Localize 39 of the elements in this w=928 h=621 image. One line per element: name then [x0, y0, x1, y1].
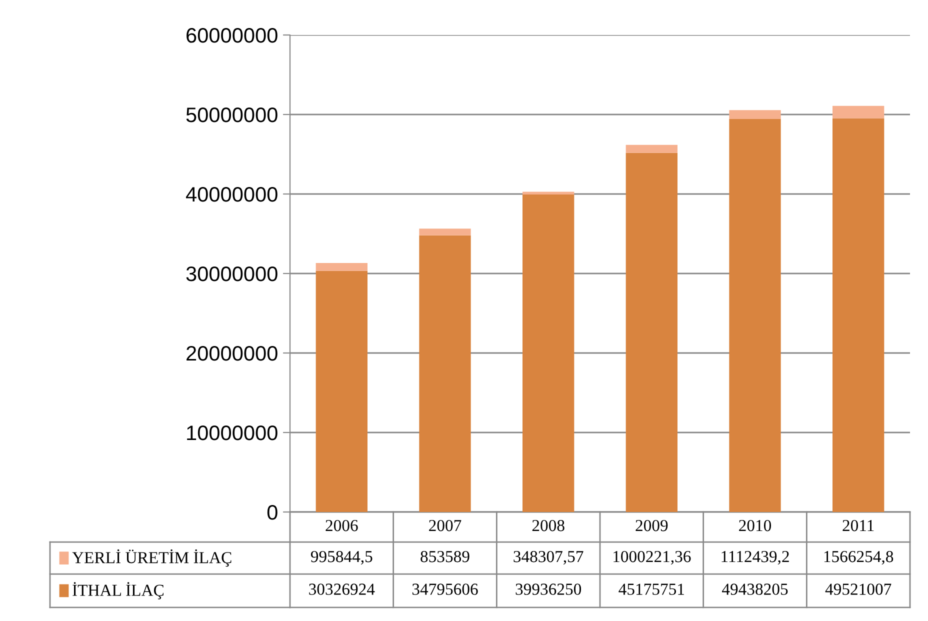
- y-tick-label: 10000000: [187, 426, 278, 440]
- legend-label: İTHAL İLAÇ: [72, 582, 164, 600]
- data-label: 30326924: [309, 584, 375, 595]
- bar: [626, 152, 678, 512]
- x-tick-label: 2006: [326, 520, 358, 532]
- bar: [832, 118, 884, 512]
- y-tick-label: 40000000: [186, 187, 278, 202]
- x-tick-label: 2007: [429, 520, 462, 532]
- bar: [832, 106, 884, 118]
- data-label: 49438205: [722, 584, 788, 595]
- data-label: 49521007: [825, 584, 892, 595]
- y-tick-label: 30000000: [186, 266, 278, 282]
- bar: [522, 192, 574, 195]
- x-tick-label: 2009: [636, 520, 668, 532]
- bar: [316, 262, 368, 271]
- data-label: 1000221,36: [614, 550, 691, 565]
- data-label: 34795606: [412, 584, 478, 595]
- data-label: 45175751: [618, 584, 684, 595]
- y-tick-label: 60000000: [186, 28, 278, 43]
- data-label: 39936250: [516, 584, 582, 595]
- legend-label: YERLİ ÜRETİM İLAÇ: [72, 549, 232, 567]
- x-tick-label: 2008: [532, 520, 564, 532]
- y-tick-label: 20000000: [186, 346, 278, 361]
- x-tick-label: 2010: [739, 520, 772, 532]
- bar: [419, 235, 471, 512]
- x-tick-label: 2011: [842, 520, 874, 532]
- data-label: 995844,5: [310, 550, 372, 565]
- bar: [729, 118, 781, 512]
- bar: [626, 144, 678, 153]
- data-label: 853589: [420, 550, 470, 562]
- bar: [419, 228, 471, 236]
- data-label: 1566254,8: [824, 550, 894, 565]
- bar: [316, 270, 368, 512]
- bar: [522, 194, 574, 512]
- bar: [729, 110, 781, 119]
- data-label: 1112439,2: [722, 551, 789, 565]
- y-tick-label: 50000000: [186, 108, 278, 122]
- y-tick-label: 0: [267, 505, 278, 520]
- data-label: 348307,57: [514, 550, 584, 565]
